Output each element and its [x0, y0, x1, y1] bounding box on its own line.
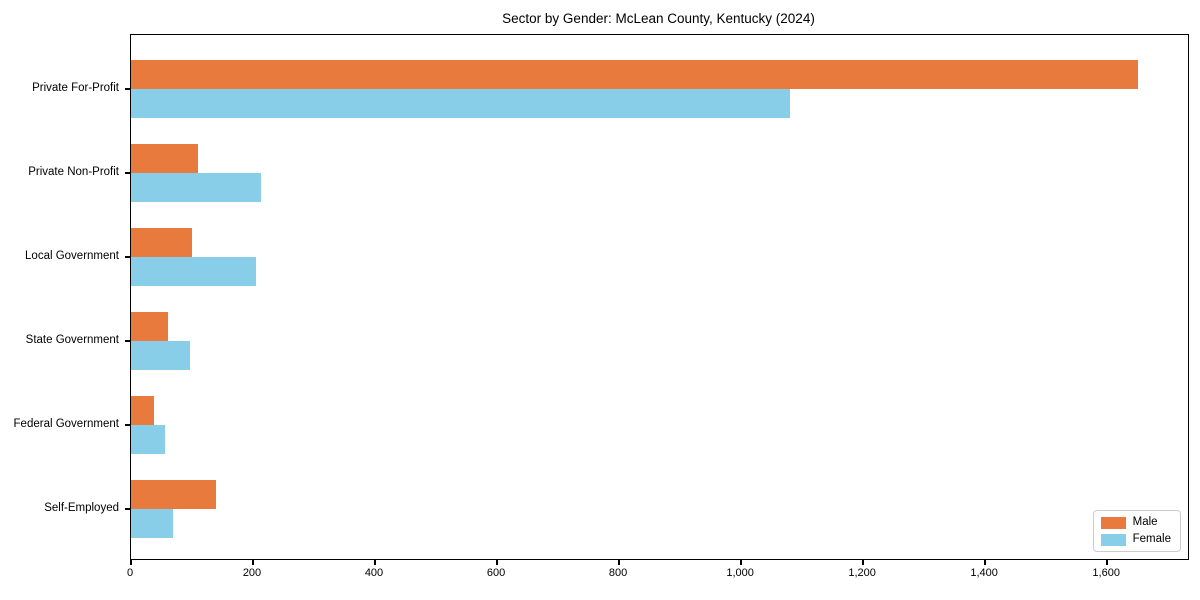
x-tick	[618, 559, 620, 565]
x-tick	[496, 559, 498, 565]
x-tick-label: 800	[608, 567, 628, 579]
male-bar	[131, 228, 192, 257]
female-bar	[131, 425, 165, 454]
male-bar	[131, 144, 199, 173]
male-legend-swatch-icon	[1100, 516, 1126, 529]
y-tick-label: Private Non-Profit	[28, 166, 119, 178]
y-tick	[125, 88, 130, 90]
legend-entry: Male	[1100, 516, 1171, 529]
y-tick	[125, 424, 130, 426]
x-tick-label: 200	[242, 567, 262, 579]
legend: Male Female	[1092, 510, 1181, 552]
female-bar	[131, 509, 174, 538]
y-tick-label: Federal Government	[13, 418, 119, 430]
y-tick	[125, 340, 130, 342]
legend-entry: Female	[1100, 533, 1171, 546]
x-tick	[252, 559, 254, 565]
legend-label: Male	[1132, 516, 1158, 528]
y-tick-label: Private For-Profit	[32, 82, 119, 94]
x-tick-label: 1,000	[726, 567, 754, 579]
y-tick	[125, 172, 130, 174]
y-tick-label: State Government	[25, 334, 119, 346]
x-tick-label: 1,600	[1092, 567, 1120, 579]
x-tick-label: 0	[126, 567, 134, 579]
female-legend-swatch-icon	[1100, 533, 1126, 546]
male-bar	[131, 60, 1138, 89]
female-bar	[131, 173, 261, 202]
y-tick	[125, 256, 130, 258]
plot-area: Male Female	[130, 34, 1189, 560]
x-tick-label: 1,200	[848, 567, 876, 579]
female-bar	[131, 89, 790, 118]
x-tick-label: 600	[486, 567, 506, 579]
female-bar	[131, 341, 191, 370]
x-tick	[374, 559, 376, 565]
y-tick	[125, 508, 130, 510]
male-bar	[131, 312, 168, 341]
x-tick	[130, 559, 132, 565]
female-bar	[131, 257, 257, 286]
x-tick	[1106, 559, 1108, 565]
x-tick	[740, 559, 742, 565]
x-tick-label: 400	[364, 567, 384, 579]
legend-label: Female	[1132, 533, 1171, 545]
x-tick	[862, 559, 864, 565]
y-tick-label: Self-Employed	[44, 502, 119, 514]
male-bar	[131, 396, 155, 425]
x-tick	[984, 559, 986, 565]
y-tick-label: Local Government	[25, 250, 119, 262]
male-bar	[131, 480, 217, 509]
chart-title: Sector by Gender: McLean County, Kentuck…	[502, 11, 815, 26]
x-tick-label: 1,400	[970, 567, 998, 579]
